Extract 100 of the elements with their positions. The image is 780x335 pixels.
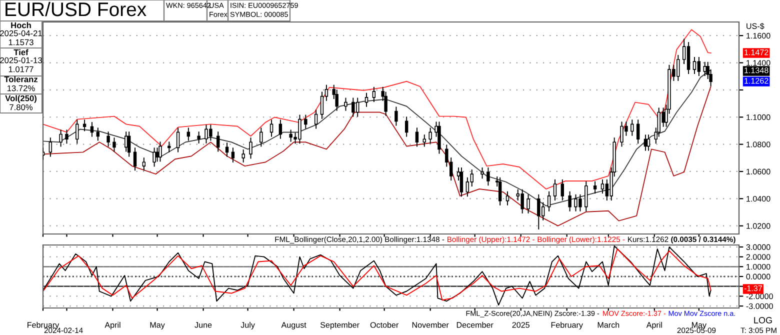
x-tick-label: February bbox=[551, 322, 583, 330]
y-tick-label: -2.0000 bbox=[746, 293, 773, 300]
candlestick bbox=[231, 148, 235, 162]
x-tick-label: September bbox=[320, 322, 360, 330]
candlestick bbox=[506, 191, 510, 206]
text: 7.80% bbox=[10, 104, 33, 110]
x-tick-label: 2025 bbox=[512, 322, 530, 328]
candlestick bbox=[466, 177, 470, 197]
candlestick bbox=[686, 42, 690, 74]
line-series bbox=[43, 69, 712, 206]
y-tick-label: 1.0800 bbox=[746, 142, 770, 148]
candlestick bbox=[242, 150, 245, 162]
x-tick-label: July bbox=[240, 322, 255, 330]
x-tick-label: November bbox=[412, 322, 449, 328]
y-tick-label: 1.1600 bbox=[746, 32, 770, 39]
candlestick bbox=[197, 132, 200, 144]
y-tick-label: 2.0000 bbox=[746, 254, 770, 260]
candlestick bbox=[278, 120, 282, 139]
text: 1.1472 bbox=[744, 49, 768, 56]
candlestick bbox=[460, 167, 464, 197]
candlestick bbox=[65, 130, 68, 144]
candlestick bbox=[692, 56, 696, 74]
y-tick-label: 0.0000 bbox=[746, 274, 770, 280]
y-tick-label: 1.0000 bbox=[746, 264, 770, 270]
line-series bbox=[43, 86, 712, 226]
text: 1.1348 bbox=[744, 67, 768, 74]
candlestick bbox=[560, 179, 564, 201]
candlestick bbox=[364, 92, 368, 107]
candlestick bbox=[636, 120, 640, 144]
y-tick-label: 1.1400 bbox=[746, 60, 770, 66]
candlestick bbox=[697, 56, 701, 76]
x-tick-label: May bbox=[150, 322, 165, 330]
line-series bbox=[43, 29, 712, 190]
candlestick bbox=[486, 167, 490, 186]
text: Hoch bbox=[11, 22, 31, 28]
candlestick bbox=[48, 138, 52, 157]
text: 2025-01-13 bbox=[0, 57, 42, 64]
candlestick bbox=[553, 179, 557, 201]
y-tick-label: 1.1000 bbox=[746, 114, 770, 120]
candlestick bbox=[526, 194, 530, 214]
candlestick bbox=[568, 191, 572, 212]
text: Toleranz bbox=[4, 76, 38, 82]
candlestick bbox=[156, 148, 159, 162]
text: 1.1262 bbox=[744, 78, 768, 84]
candlestick bbox=[82, 120, 86, 132]
candlestick bbox=[314, 110, 318, 129]
candlestick bbox=[646, 134, 650, 151]
candlestick bbox=[498, 177, 502, 206]
candlestick bbox=[158, 142, 162, 162]
text: 1.0177 bbox=[8, 66, 34, 72]
x-tick-label: December bbox=[456, 322, 494, 328]
candlestick bbox=[90, 122, 94, 137]
x-tick-label: October bbox=[370, 322, 399, 328]
candlestick bbox=[270, 120, 274, 137]
candlestick bbox=[260, 128, 263, 147]
candlestick bbox=[394, 106, 398, 126]
candlestick bbox=[76, 120, 79, 144]
candlestick bbox=[415, 128, 419, 147]
text: 13.72% bbox=[8, 85, 35, 92]
y-tick-label: 1.0600 bbox=[746, 168, 770, 174]
x-tick-label: May bbox=[692, 322, 707, 330]
candlestick bbox=[127, 132, 131, 157]
text: Vol(250) bbox=[5, 95, 36, 103]
text: LOG bbox=[754, 317, 772, 324]
candlestick bbox=[404, 116, 408, 137]
text: Tief bbox=[14, 49, 28, 56]
candlestick bbox=[520, 189, 524, 214]
candlestick bbox=[428, 128, 432, 144]
candlestick bbox=[96, 128, 100, 141]
y-tick-label: 1.0200 bbox=[746, 223, 770, 229]
candlestick bbox=[422, 134, 426, 147]
candlestick bbox=[372, 86, 376, 102]
candlestick bbox=[584, 181, 588, 212]
candlestick bbox=[320, 92, 324, 119]
x-tick-label: June bbox=[194, 322, 212, 328]
candlestick bbox=[438, 122, 441, 154]
x-tick-label: August bbox=[281, 322, 306, 330]
y-tick-label: -3.0000 bbox=[746, 303, 773, 310]
x-tick-label: April bbox=[646, 322, 662, 330]
candlestick bbox=[537, 194, 540, 230]
candlestick bbox=[304, 114, 308, 129]
candlestick bbox=[225, 142, 229, 157]
y-axis-title: US-$ bbox=[746, 22, 764, 30]
candlestick bbox=[186, 128, 190, 141]
text: 2025-04-21 bbox=[0, 30, 42, 36]
candlestick bbox=[344, 98, 348, 111]
candlestick bbox=[249, 138, 252, 159]
candlestick bbox=[600, 179, 604, 194]
candlestick bbox=[630, 120, 634, 136]
x-tick-label: April bbox=[104, 322, 120, 330]
candlestick bbox=[59, 130, 62, 147]
text: -1.37 bbox=[744, 285, 762, 292]
candlestick bbox=[124, 132, 128, 152]
candlestick bbox=[142, 158, 146, 171]
candlestick bbox=[547, 191, 551, 212]
text: 1.1573 bbox=[8, 39, 34, 46]
candlestick bbox=[352, 98, 355, 117]
candlestick bbox=[106, 132, 110, 147]
candlestick bbox=[480, 167, 484, 179]
candlestick bbox=[593, 181, 597, 194]
